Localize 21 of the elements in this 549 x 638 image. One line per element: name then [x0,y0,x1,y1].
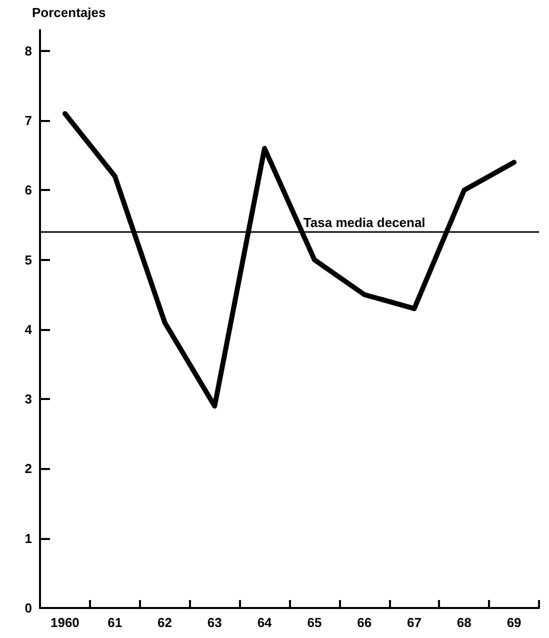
x-tick-label: 65 [307,615,322,630]
y-tick-label: 8 [24,43,32,58]
x-tick-label: 61 [108,615,122,630]
y-tick-label: 5 [24,252,32,268]
x-tick-label: 1960 [50,615,80,630]
y-tick-label: 1 [24,530,32,546]
ref-line-label: Tasa media decenal [303,214,426,230]
x-tick-label: 68 [456,615,472,630]
y-tick-label: 6 [24,182,32,198]
x-tick-label: 63 [207,615,222,630]
x-tick-label: 64 [257,615,273,630]
y-tick-label: 2 [24,461,32,476]
x-tick-label: 67 [407,615,422,630]
y-tick-label: 0 [24,600,32,616]
x-tick-label: 66 [357,615,372,630]
y-axis-title: Porcentajes [32,5,106,20]
x-tick-label: 62 [158,615,172,630]
y-tick-label: 3 [24,392,32,407]
y-tick-label: 4 [24,322,33,337]
x-tick-label: 69 [506,615,522,630]
y-tick-label: 7 [24,113,32,128]
